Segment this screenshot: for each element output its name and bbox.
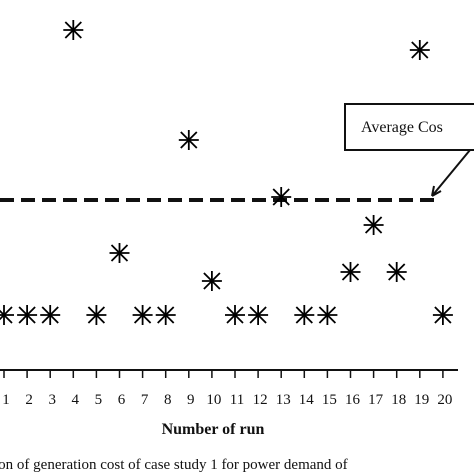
x-tick-label: 15	[322, 392, 337, 408]
x-tick-label: 6	[118, 392, 126, 408]
data-point	[155, 305, 176, 325]
x-tick-label: 3	[48, 392, 56, 408]
data-point	[294, 305, 315, 325]
average-callout: Average Cos	[344, 103, 474, 151]
x-tick-label: 8	[164, 392, 172, 408]
x-tick-label: 1	[2, 392, 10, 408]
x-ticks	[3, 370, 444, 378]
callout-label: Average Cos	[361, 119, 443, 136]
x-tick-label: 9	[187, 392, 195, 408]
average-arrow	[431, 149, 471, 197]
data-point	[248, 305, 269, 325]
data-point	[271, 187, 292, 207]
data-point	[201, 271, 222, 291]
x-tick-label: 19	[414, 392, 429, 408]
data-point	[363, 215, 384, 235]
x-tick-label: 20	[437, 392, 452, 408]
x-tick-label: 7	[141, 392, 149, 408]
data-point	[432, 305, 453, 325]
data-point	[17, 305, 38, 325]
x-tick-label: 5	[95, 392, 103, 408]
data-point	[40, 305, 61, 325]
x-tick-labels: 1 2 3 4 5 6 7 8 9 10 11 12 13 14 15 16 17 18 19 20	[2, 392, 452, 408]
data-point	[63, 20, 84, 40]
x-tick-label: 4	[72, 392, 80, 408]
x-tick-label: 16	[345, 392, 361, 408]
x-tick-label: 18	[391, 392, 406, 408]
data-point	[225, 305, 245, 325]
data-point	[340, 262, 361, 282]
data-point	[178, 130, 199, 150]
data-point	[409, 40, 430, 60]
data-point	[86, 305, 107, 325]
x-tick-label: 11	[230, 392, 244, 408]
data-point	[386, 262, 407, 282]
x-tick-label: 10	[206, 392, 221, 408]
x-axis-label: Number of run	[162, 421, 265, 438]
callout-box	[344, 103, 474, 151]
data-point	[109, 243, 130, 263]
x-tick-label: 2	[25, 392, 33, 408]
data-point	[0, 305, 14, 325]
x-tick-label: 17	[368, 392, 384, 408]
data-point	[317, 305, 338, 325]
x-tick-label: 14	[299, 392, 315, 408]
caption: ion of generation cost of case study 1 f…	[0, 457, 348, 473]
x-tick-label: 13	[276, 392, 291, 408]
x-tick-label: 12	[253, 392, 268, 408]
data-point	[132, 305, 153, 325]
data-markers	[0, 20, 453, 325]
